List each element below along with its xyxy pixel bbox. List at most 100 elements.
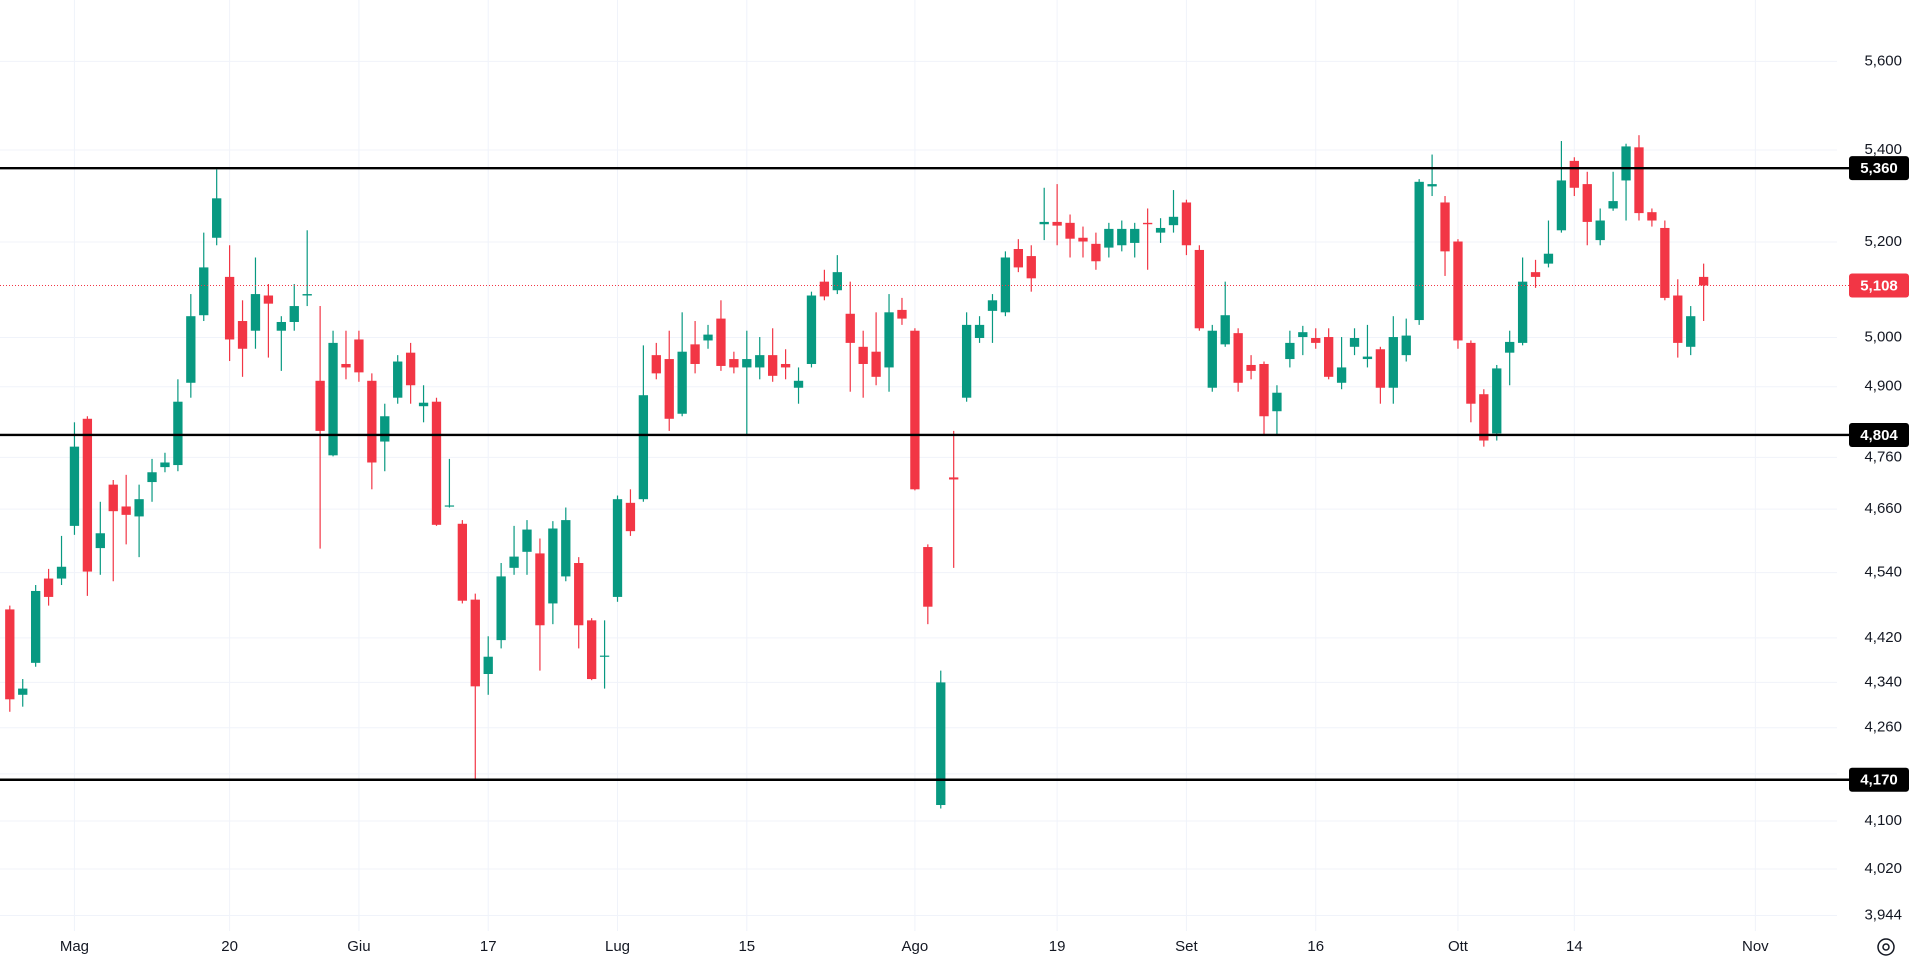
candle-body bbox=[69, 446, 80, 526]
level-label: 4,804 bbox=[1860, 427, 1898, 444]
candle-body bbox=[1311, 338, 1321, 343]
candle-body bbox=[1530, 272, 1541, 277]
candle-body bbox=[625, 502, 636, 532]
candle-body bbox=[393, 361, 403, 398]
x-tick-label: Ott bbox=[1448, 938, 1469, 955]
level-label: 4,170 bbox=[1860, 772, 1898, 789]
candle-body bbox=[367, 380, 377, 463]
candle-body bbox=[418, 402, 429, 407]
x-tick-label: 14 bbox=[1566, 938, 1583, 955]
candle-body bbox=[729, 359, 739, 368]
candle-body bbox=[354, 339, 364, 373]
candle-body bbox=[1091, 243, 1101, 262]
candle-body bbox=[949, 477, 959, 480]
candle-body bbox=[1272, 392, 1282, 412]
x-tick-label: 20 bbox=[221, 938, 238, 955]
y-tick-label: 5,400 bbox=[1864, 141, 1902, 158]
candle-body bbox=[1155, 227, 1166, 233]
candle-body bbox=[793, 380, 804, 388]
candle-body bbox=[1052, 221, 1062, 226]
candle-body bbox=[457, 523, 468, 601]
candle-body bbox=[1117, 228, 1127, 246]
candle-body bbox=[832, 272, 842, 291]
y-tick-label: 5,600 bbox=[1864, 52, 1902, 69]
candle-body bbox=[703, 334, 713, 341]
candle-body bbox=[974, 324, 985, 339]
gear-inner bbox=[1882, 943, 1890, 951]
candle-body bbox=[186, 316, 196, 383]
last-price-label: 5,108 bbox=[1860, 277, 1898, 294]
candle-body bbox=[961, 324, 972, 398]
candle-body bbox=[768, 355, 778, 376]
candle-body bbox=[1582, 184, 1592, 222]
candle-body bbox=[1479, 394, 1489, 441]
candle-body bbox=[1000, 257, 1011, 313]
candle-body bbox=[871, 351, 881, 377]
candle-body bbox=[1698, 276, 1709, 286]
candle-body bbox=[108, 484, 118, 512]
candle-body bbox=[95, 533, 105, 549]
candle-body bbox=[586, 620, 597, 680]
x-tick-label: Ago bbox=[902, 938, 929, 955]
candle-body bbox=[276, 321, 286, 331]
candle-body bbox=[535, 553, 545, 626]
candle-body bbox=[1065, 222, 1075, 239]
candle-body bbox=[1543, 253, 1554, 264]
x-tick-label: Giu bbox=[347, 938, 370, 955]
candle-body bbox=[1634, 147, 1644, 214]
level-label-box bbox=[1849, 422, 1909, 447]
candle-body bbox=[1130, 228, 1140, 243]
candle-body bbox=[380, 416, 390, 442]
candle-body bbox=[638, 395, 649, 500]
candle-body bbox=[1647, 212, 1657, 221]
candle-body bbox=[237, 321, 248, 349]
candle-body bbox=[212, 198, 222, 238]
candle-body bbox=[1207, 330, 1217, 388]
candle-body bbox=[1388, 337, 1398, 388]
candle-body bbox=[1660, 227, 1670, 298]
candle-body bbox=[1505, 341, 1515, 353]
y-tick-label: 4,260 bbox=[1864, 719, 1902, 736]
x-tick-label: Nov bbox=[1742, 938, 1769, 955]
level-label-box bbox=[1849, 767, 1909, 792]
candle-body bbox=[1608, 201, 1618, 209]
x-tick-label: 17 bbox=[480, 938, 497, 955]
x-tick-label: 16 bbox=[1307, 938, 1324, 955]
candle-body bbox=[742, 359, 752, 368]
candle-body bbox=[1349, 338, 1360, 347]
x-tick-label: Lug bbox=[605, 938, 630, 955]
candle-body bbox=[483, 656, 493, 675]
candle-body bbox=[910, 330, 920, 490]
candle-body bbox=[56, 566, 67, 579]
y-tick-label: 4,340 bbox=[1864, 673, 1902, 690]
candle-body bbox=[806, 295, 817, 364]
candle-body bbox=[1595, 220, 1605, 241]
level-label: 5,360 bbox=[1860, 160, 1898, 177]
candle-body bbox=[444, 505, 455, 507]
levels: 5,600 5,400 5,200 5,000 4,900 4,760 4,660 4,540… bbox=[0, 52, 1909, 955]
candle-body bbox=[1492, 368, 1502, 434]
candle-body bbox=[1414, 181, 1424, 321]
candle-body bbox=[341, 363, 351, 368]
candle-body bbox=[1427, 184, 1437, 187]
candle-body bbox=[1556, 180, 1567, 231]
candle-body bbox=[1233, 333, 1243, 383]
candle-body bbox=[160, 462, 170, 468]
candle-body bbox=[1517, 281, 1528, 343]
candle-body bbox=[509, 556, 519, 568]
candle-body bbox=[522, 529, 532, 552]
settings-icon[interactable] bbox=[1877, 938, 1895, 956]
candle-body bbox=[315, 380, 325, 431]
level-label-box bbox=[1849, 156, 1909, 181]
candle-body bbox=[1246, 364, 1256, 371]
candle-body bbox=[173, 401, 183, 466]
candle-body bbox=[1142, 222, 1153, 225]
candle-body bbox=[1375, 349, 1386, 388]
candle-body bbox=[1298, 332, 1308, 338]
candle-body bbox=[612, 499, 623, 597]
candle-body bbox=[936, 682, 946, 806]
candle-body bbox=[1168, 216, 1179, 226]
candle-body bbox=[1336, 367, 1347, 383]
